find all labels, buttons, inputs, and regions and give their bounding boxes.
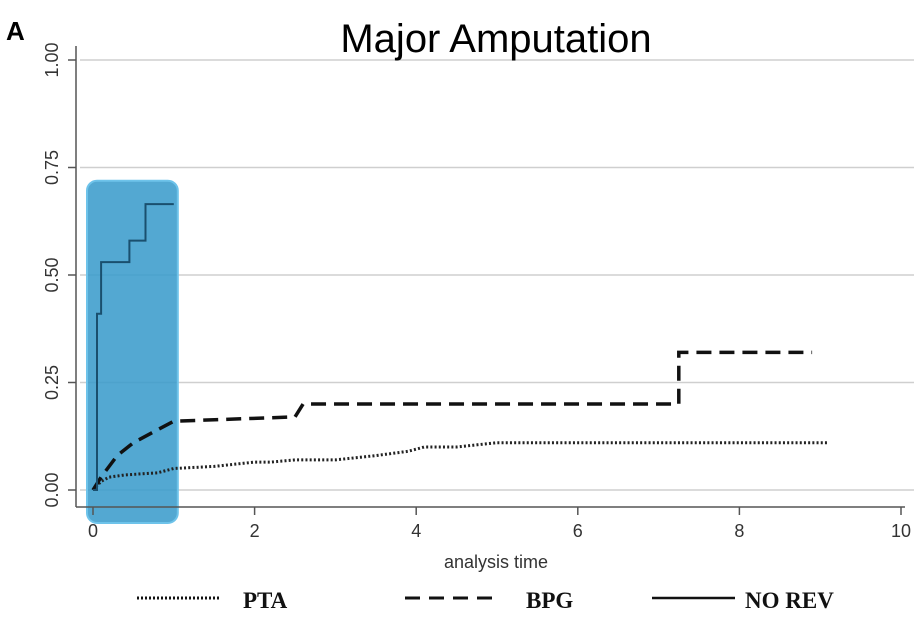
x-tick-label: 10 [891,521,911,541]
series-line-pta [91,441,829,492]
legend-label-bpg: BPG [526,588,573,613]
y-tick-label: 0.75 [42,150,62,185]
highlight-box [86,179,179,524]
legend-label-no-rev: NO REV [745,588,834,613]
y-tick-label: 0.50 [42,257,62,292]
x-axis-label: analysis time [444,552,548,572]
y-tick-label: 0.00 [42,472,62,507]
x-tick-label: 2 [250,521,260,541]
legend: PTA BPG NO REV [137,588,834,613]
axes: 0.00 0.25 0.50 0.75 1.00 0 2 4 6 8 10 [42,42,911,541]
grid-lines [80,59,914,491]
y-tick-label: 0.25 [42,365,62,400]
y-tick-label: 1.00 [42,42,62,77]
series-lines [91,203,829,492]
x-tick-label: 6 [573,521,583,541]
series-line-no-rev [93,203,174,491]
highlight-layer [86,179,179,524]
panel-letter: A [6,16,25,46]
x-tick-label: 4 [411,521,421,541]
series-line-bpg [91,350,813,491]
legend-label-pta: PTA [243,588,288,613]
x-tick-label: 8 [734,521,744,541]
chart-title: Major Amputation [340,17,651,61]
x-tick-label: 0 [88,521,98,541]
